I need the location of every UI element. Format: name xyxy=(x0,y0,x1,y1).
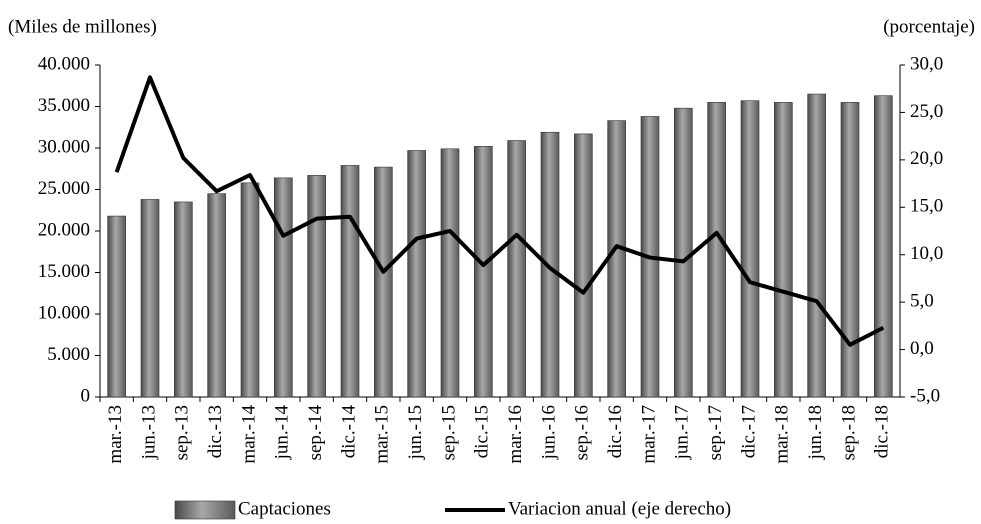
y2-tick-label: 30,0 xyxy=(910,53,943,74)
legend-swatch xyxy=(174,500,236,520)
bar xyxy=(507,140,526,398)
bar xyxy=(774,102,793,398)
x-tick-label: sep.-16 xyxy=(572,405,593,460)
y-tick-label: 40.000 xyxy=(38,53,90,74)
x-tick-label: mar.-15 xyxy=(372,405,393,464)
x-tick-label: dic.-16 xyxy=(605,405,626,458)
x-tick-label: jun.-14 xyxy=(272,405,293,461)
x-tick-label: jun.-16 xyxy=(538,405,559,460)
y-axis-label: (Miles de millones) xyxy=(8,16,157,37)
bar xyxy=(207,193,226,398)
x-tick-label: dic.-18 xyxy=(872,405,893,458)
legend-label: Captaciones xyxy=(238,498,331,519)
y-tick-label: 10.000 xyxy=(38,302,90,323)
y2-tick-label: 10,0 xyxy=(910,243,943,264)
y2-tick-label: 20,0 xyxy=(910,148,943,169)
bar xyxy=(107,215,126,398)
y-tick-label: 5.000 xyxy=(47,344,90,365)
bar xyxy=(140,199,160,398)
y-tick-label: 0 xyxy=(81,385,91,406)
x-tick-label: sep.-13 xyxy=(172,405,193,460)
x-tick-label: mar.-17 xyxy=(638,405,659,464)
x-tick-label: jun.-13 xyxy=(138,405,159,460)
x-tick-label: sep.-18 xyxy=(838,405,859,460)
bar xyxy=(840,102,860,398)
bar xyxy=(240,182,260,398)
x-tick-label: mar.-18 xyxy=(772,405,793,464)
bar xyxy=(374,166,393,398)
bar xyxy=(674,107,693,398)
y2-tick-label: 15,0 xyxy=(910,196,943,217)
x-tick-label: dic.-17 xyxy=(738,405,759,458)
bar xyxy=(407,150,426,398)
x-tick-label: jun.-18 xyxy=(805,405,826,460)
bar xyxy=(740,100,760,398)
x-tick-label: mar.-13 xyxy=(105,405,126,464)
y-tick-label: 25.000 xyxy=(38,178,90,199)
y-tick-label: 30.000 xyxy=(38,136,90,157)
y2-tick-label: 25,0 xyxy=(910,101,943,122)
y-tick-label: 35.000 xyxy=(38,95,90,116)
y-tick-label: 20.000 xyxy=(38,219,90,240)
x-tick-label: sep.-14 xyxy=(305,405,326,461)
bar xyxy=(874,95,893,398)
y2-tick-label: 0,0 xyxy=(910,338,934,359)
bar xyxy=(274,177,293,398)
line xyxy=(114,75,885,347)
bar xyxy=(174,201,193,398)
bar xyxy=(440,148,460,398)
bar xyxy=(474,146,493,398)
x-tick-label: sep.-17 xyxy=(705,405,726,460)
x-tick-label: sep.-15 xyxy=(438,405,459,460)
bar xyxy=(340,165,360,398)
bar xyxy=(574,133,593,398)
x-tick-label: dic.-15 xyxy=(472,405,493,458)
x-tick-label: dic.-13 xyxy=(205,405,226,458)
legend-label: Variacion anual (eje derecho) xyxy=(508,498,731,519)
bar xyxy=(307,175,326,398)
bar xyxy=(807,93,826,398)
x-tick-label: dic.-14 xyxy=(338,405,359,459)
bar xyxy=(707,102,726,398)
y2-axis-label: (porcentaje) xyxy=(883,16,975,37)
y2-tick-label: 5,0 xyxy=(910,291,934,312)
bar xyxy=(607,120,626,398)
y-tick-label: 15.000 xyxy=(38,261,90,282)
y2-tick-label: -5,0 xyxy=(910,385,940,406)
x-tick-label: jun.-15 xyxy=(405,405,426,460)
x-tick-label: mar.-14 xyxy=(238,405,259,464)
x-tick-label: mar.-16 xyxy=(505,405,526,464)
x-tick-label: jun.-17 xyxy=(672,405,693,460)
bar xyxy=(540,131,560,398)
